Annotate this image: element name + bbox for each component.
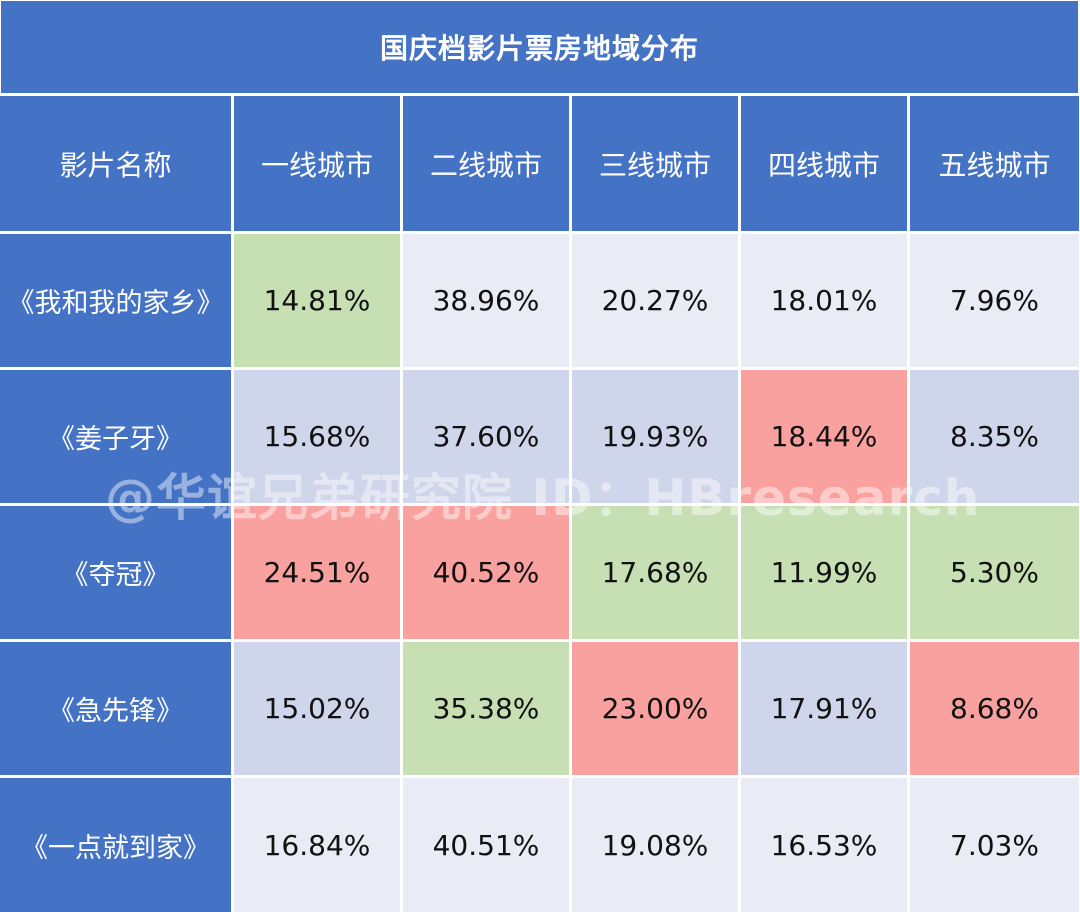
- table-cell: 17.91%: [741, 642, 907, 775]
- table-cell: 40.52%: [403, 506, 569, 639]
- table-title: 国庆档影片票房地域分布: [1, 1, 1078, 93]
- table-cell: 18.44%: [741, 370, 907, 503]
- header-tier4: 四线城市: [741, 96, 907, 231]
- table-cell: 19.93%: [572, 370, 738, 503]
- table-cell: 24.51%: [234, 506, 400, 639]
- header-tier3: 三线城市: [572, 96, 738, 231]
- header-tier5: 五线城市: [910, 96, 1079, 231]
- table-cell: 35.38%: [403, 642, 569, 775]
- table-cell: 16.53%: [741, 778, 907, 912]
- table-cell: 17.68%: [572, 506, 738, 639]
- table-cell: 8.35%: [910, 370, 1079, 503]
- table-cell: 40.51%: [403, 778, 569, 912]
- table-cell: 38.96%: [403, 234, 569, 367]
- table-cell: 7.03%: [910, 778, 1079, 912]
- table-cell: 5.30%: [910, 506, 1079, 639]
- row-film-name: 《急先锋》: [0, 642, 231, 775]
- table-cell: 37.60%: [403, 370, 569, 503]
- row-film-name: 《夺冠》: [0, 506, 231, 639]
- table-cell: 19.08%: [572, 778, 738, 912]
- table-cell: 11.99%: [741, 506, 907, 639]
- table-cell: 20.27%: [572, 234, 738, 367]
- header-tier2: 二线城市: [403, 96, 569, 231]
- row-film-name: 《一点就到家》: [0, 778, 231, 912]
- table-cell: 7.96%: [910, 234, 1079, 367]
- table-cell: 15.68%: [234, 370, 400, 503]
- table-cell: 14.81%: [234, 234, 400, 367]
- row-film-name: 《我和我的家乡》: [0, 234, 231, 367]
- table-cell: 18.01%: [741, 234, 907, 367]
- header-tier1: 一线城市: [234, 96, 400, 231]
- table-cell: 16.84%: [234, 778, 400, 912]
- table-cell: 15.02%: [234, 642, 400, 775]
- row-film-name: 《姜子牙》: [0, 370, 231, 503]
- table-cell: 23.00%: [572, 642, 738, 775]
- table-cell: 8.68%: [910, 642, 1079, 775]
- table-grid: 影片名称 一线城市 二线城市 三线城市 四线城市 五线城市 《我和我的家乡》 1…: [0, 96, 1080, 912]
- header-film-name: 影片名称: [0, 96, 231, 231]
